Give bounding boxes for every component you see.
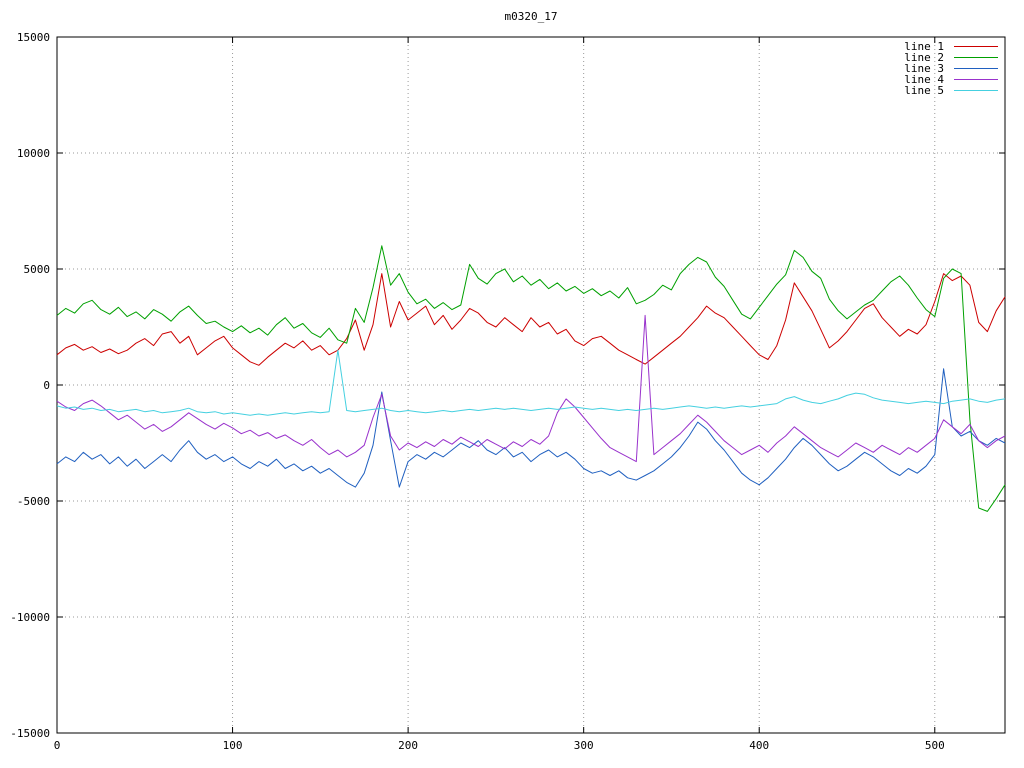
legend-label: line 4	[904, 73, 944, 86]
x-tick-label: 500	[925, 739, 945, 752]
legend-line-sample	[954, 68, 998, 69]
y-tick-label: 15000	[17, 31, 50, 44]
plot-border	[56, 36, 1006, 734]
legend-label: line 3	[904, 62, 944, 75]
x-tick-label: 400	[749, 739, 769, 752]
y-tick-label: 0	[43, 379, 50, 392]
x-tick-label: 200	[398, 739, 418, 752]
series-line-4	[56, 314, 1006, 463]
x-tick-label: 0	[54, 739, 61, 752]
series-line-2	[56, 245, 1006, 512]
y-tick-label: -10000	[10, 611, 50, 624]
series-line-1	[56, 273, 1006, 366]
x-tick-label: 300	[574, 739, 594, 752]
legend-label: line 2	[904, 51, 944, 64]
legend-entry: line 2	[904, 52, 998, 63]
y-tick-label: -5000	[17, 495, 50, 508]
legend-label: line 5	[904, 84, 944, 97]
legend-line-sample	[954, 90, 998, 91]
y-tick-label: 5000	[24, 263, 51, 276]
legend: line 1 line 2 line 3 line 4 line 5	[904, 41, 998, 96]
x-tick-label: 100	[223, 739, 243, 752]
series-line-5	[56, 349, 1006, 416]
legend-line-sample	[954, 79, 998, 80]
y-tick-label: 10000	[17, 147, 50, 160]
series-line-3	[56, 368, 1006, 488]
legend-line-sample	[954, 57, 998, 58]
y-tick-label: -15000	[10, 727, 50, 740]
legend-entry: line 3	[904, 63, 998, 74]
legend-line-sample	[954, 46, 998, 47]
chart-title: m0320_17	[504, 10, 558, 23]
legend-entry: line 4	[904, 74, 998, 85]
legend-entry: line 1	[904, 41, 998, 52]
legend-entry: line 5	[904, 85, 998, 96]
legend-label: line 1	[904, 40, 944, 53]
